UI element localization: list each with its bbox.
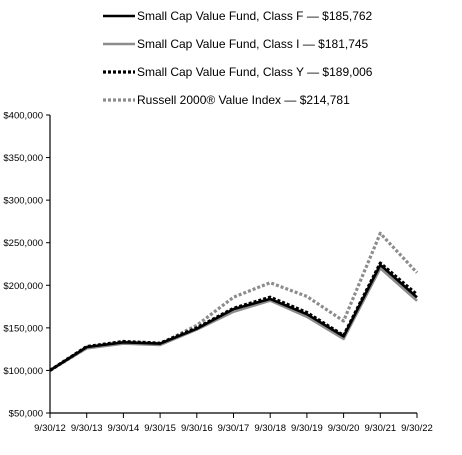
legend-label-3: Small Cap Value Fund, Class Y — $189,006 [137, 65, 373, 79]
y-axis: $50,000 $100,000 $150,000 $200,000 $250,000 $… [3, 111, 51, 420]
y-tick-label: $150,000 [3, 323, 43, 334]
y-tick-label: $400,000 [3, 111, 43, 122]
x-tick-label: 9/30/18 [254, 423, 286, 434]
x-tick-label: 9/30/19 [291, 423, 323, 434]
y-tick-label: $250,000 [3, 238, 43, 249]
y-tick-label: $350,000 [3, 153, 43, 164]
legend-label-4: Russell 2000® Value Index — $214,781 [137, 93, 350, 107]
x-tick-label: 9/30/16 [181, 423, 213, 434]
x-tick-label: 9/30/15 [144, 423, 176, 434]
y-tick-label: $100,000 [3, 366, 43, 377]
y-tick-label: $200,000 [3, 281, 43, 292]
series-line-3 [49, 261, 419, 372]
x-tick-label: 9/30/21 [364, 423, 396, 434]
x-axis: 9/30/12 9/30/13 9/30/14 9/30/15 9/30/16 9/30/… [34, 412, 433, 434]
legend: Small Cap Value Fund, Class F — $185,762… [103, 9, 373, 107]
x-tick-label: 9/30/17 [218, 423, 250, 434]
legend-label-2: Small Cap Value Fund, Class I — $181,745 [137, 37, 369, 51]
x-tick-label: 9/30/22 [401, 423, 433, 434]
y-tick-label: $50,000 [9, 409, 43, 420]
y-tick-label: $300,000 [3, 196, 43, 207]
x-tick-label: 9/30/14 [108, 423, 140, 434]
series-line-2 [49, 266, 418, 372]
legend-label-1: Small Cap Value Fund, Class F — $185,762 [137, 9, 373, 23]
x-tick-label: 9/30/20 [328, 423, 360, 434]
x-tick-label: 9/30/12 [34, 423, 66, 434]
x-tick-label: 9/30/13 [71, 423, 103, 434]
series-lines [49, 231, 419, 372]
